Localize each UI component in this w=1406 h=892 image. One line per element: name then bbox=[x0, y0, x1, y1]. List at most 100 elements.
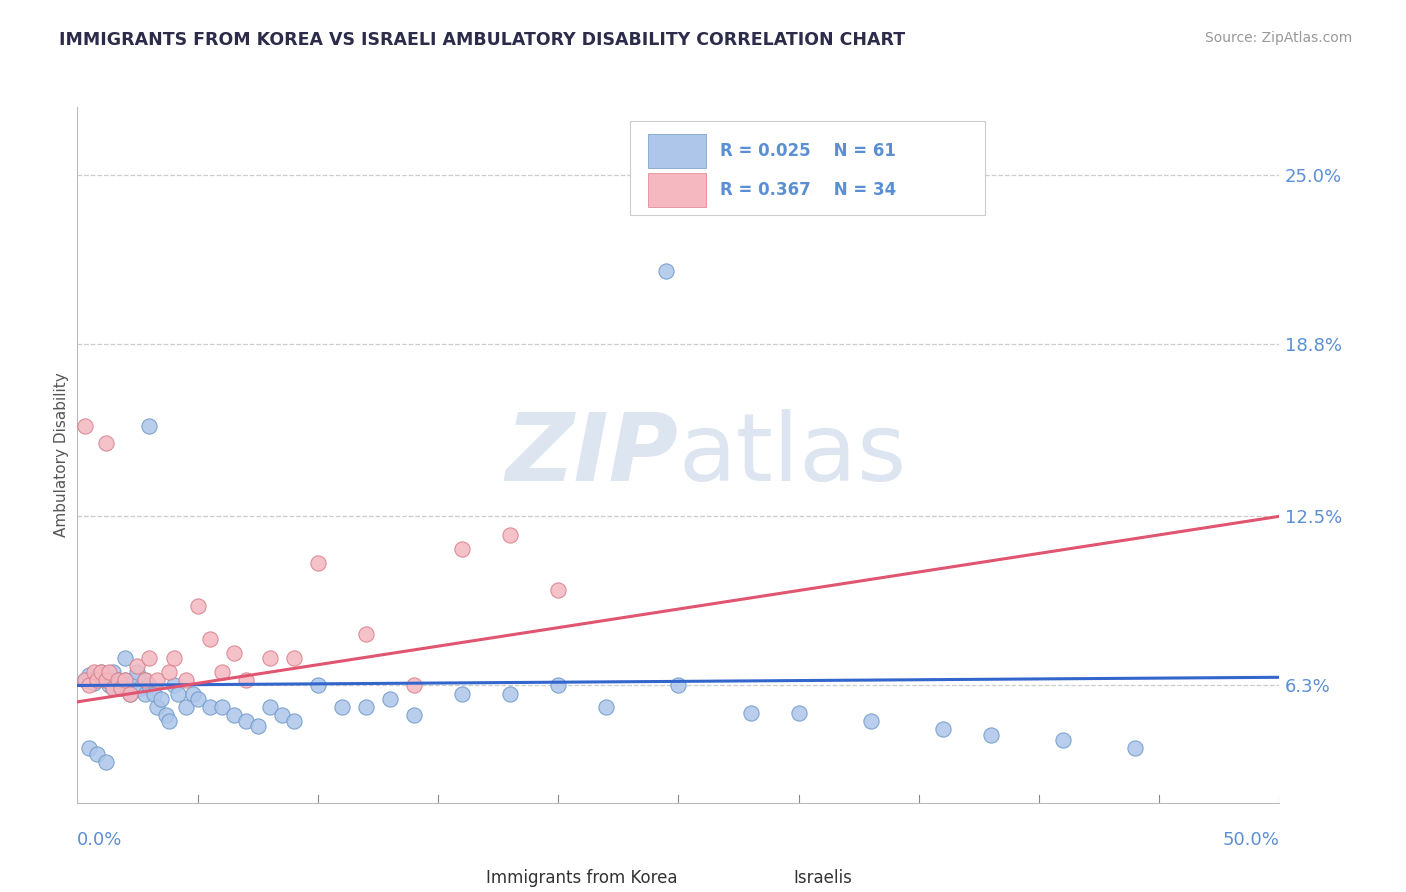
Point bbox=[1052, 733, 1074, 747]
Point bbox=[187, 692, 209, 706]
Text: Immigrants from Korea: Immigrants from Korea bbox=[486, 869, 678, 887]
Point bbox=[211, 700, 233, 714]
Point bbox=[138, 419, 160, 434]
FancyBboxPatch shape bbox=[648, 134, 706, 168]
Point bbox=[932, 722, 955, 736]
Point bbox=[378, 692, 401, 706]
Point bbox=[124, 673, 146, 687]
Point bbox=[110, 681, 132, 696]
Point bbox=[134, 673, 156, 687]
Point bbox=[235, 714, 257, 728]
Point bbox=[354, 626, 377, 640]
Point bbox=[402, 708, 425, 723]
Point bbox=[128, 681, 150, 696]
Point bbox=[157, 665, 180, 679]
Point bbox=[198, 700, 221, 714]
Point bbox=[114, 673, 136, 687]
Text: Israelis: Israelis bbox=[793, 869, 852, 887]
Point bbox=[246, 719, 269, 733]
Point bbox=[1123, 741, 1146, 756]
Point bbox=[451, 687, 474, 701]
Point bbox=[96, 673, 118, 687]
Text: R = 0.025    N = 61: R = 0.025 N = 61 bbox=[720, 142, 897, 160]
Point bbox=[127, 659, 149, 673]
Point bbox=[283, 714, 305, 728]
Point bbox=[83, 675, 105, 690]
Point bbox=[145, 673, 167, 687]
Point bbox=[859, 714, 882, 728]
FancyBboxPatch shape bbox=[630, 121, 986, 215]
Point bbox=[787, 706, 810, 720]
Point bbox=[114, 673, 136, 687]
Text: 50.0%: 50.0% bbox=[1223, 830, 1279, 848]
Point bbox=[114, 678, 136, 692]
Point bbox=[222, 708, 245, 723]
Text: R = 0.367    N = 34: R = 0.367 N = 34 bbox=[720, 181, 897, 199]
Point bbox=[134, 673, 156, 687]
Point bbox=[73, 419, 96, 434]
Text: IMMIGRANTS FROM KOREA VS ISRAELI AMBULATORY DISABILITY CORRELATION CHART: IMMIGRANTS FROM KOREA VS ISRAELI AMBULAT… bbox=[59, 31, 905, 49]
Point bbox=[187, 599, 209, 614]
Y-axis label: Ambulatory Disability: Ambulatory Disability bbox=[53, 373, 69, 537]
Point bbox=[174, 700, 197, 714]
Point bbox=[127, 665, 149, 679]
Point bbox=[499, 687, 522, 701]
Point bbox=[547, 582, 569, 597]
Point bbox=[83, 665, 105, 679]
Point bbox=[354, 700, 377, 714]
Point bbox=[330, 700, 353, 714]
FancyBboxPatch shape bbox=[492, 843, 522, 865]
Point bbox=[150, 692, 173, 706]
Point bbox=[157, 714, 180, 728]
Point bbox=[145, 700, 167, 714]
Point bbox=[134, 687, 156, 701]
Text: Source: ZipAtlas.com: Source: ZipAtlas.com bbox=[1205, 31, 1353, 45]
Point bbox=[86, 673, 108, 687]
Point bbox=[595, 700, 617, 714]
Point bbox=[107, 673, 129, 687]
Point bbox=[103, 665, 125, 679]
Point bbox=[499, 528, 522, 542]
Point bbox=[174, 673, 197, 687]
Text: ZIP: ZIP bbox=[506, 409, 679, 501]
Point bbox=[283, 651, 305, 665]
Point bbox=[307, 556, 329, 570]
Point bbox=[155, 708, 177, 723]
Point bbox=[103, 681, 125, 696]
Point bbox=[73, 673, 96, 687]
Point bbox=[211, 665, 233, 679]
Point bbox=[167, 687, 190, 701]
Point bbox=[79, 741, 101, 756]
Point bbox=[97, 665, 120, 679]
Point bbox=[90, 665, 112, 679]
FancyBboxPatch shape bbox=[745, 843, 775, 865]
Point bbox=[980, 728, 1002, 742]
Point bbox=[107, 673, 129, 687]
Point bbox=[270, 708, 292, 723]
Point bbox=[143, 687, 166, 701]
Point bbox=[86, 670, 108, 684]
Point bbox=[222, 646, 245, 660]
Point bbox=[162, 678, 184, 692]
Text: 0.0%: 0.0% bbox=[77, 830, 122, 848]
Point bbox=[259, 700, 281, 714]
Point bbox=[86, 747, 108, 761]
Point bbox=[181, 687, 204, 701]
Point bbox=[198, 632, 221, 646]
Point bbox=[402, 678, 425, 692]
Point bbox=[96, 673, 118, 687]
Point bbox=[73, 673, 96, 687]
Point bbox=[138, 678, 160, 692]
Point bbox=[120, 687, 142, 701]
Point bbox=[668, 678, 690, 692]
Text: atlas: atlas bbox=[679, 409, 907, 501]
FancyBboxPatch shape bbox=[648, 173, 706, 207]
Point bbox=[451, 542, 474, 557]
Point bbox=[307, 678, 329, 692]
Point bbox=[96, 755, 118, 769]
Point bbox=[114, 651, 136, 665]
Point bbox=[120, 687, 142, 701]
Point bbox=[259, 651, 281, 665]
Point bbox=[110, 681, 132, 696]
Point bbox=[740, 706, 762, 720]
